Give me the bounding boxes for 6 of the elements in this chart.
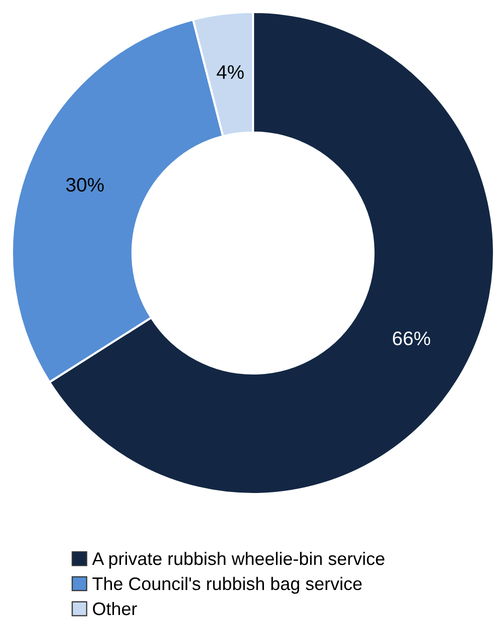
legend-label: The Council's rubbish bag service — [92, 576, 362, 594]
data-label: 30% — [66, 178, 104, 192]
data-label: 66% — [392, 332, 430, 346]
legend-label: A private rubbish wheelie-bin service — [92, 552, 384, 569]
legend-label: Other — [92, 602, 137, 616]
data-label: 4% — [216, 65, 244, 79]
